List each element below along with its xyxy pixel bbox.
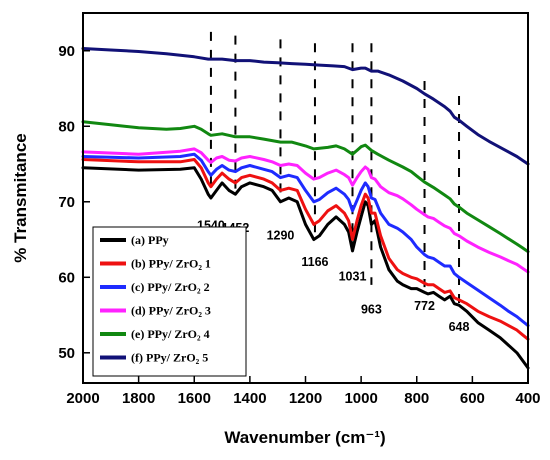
y-tick-label: 50 [58, 345, 75, 362]
x-tick-label: 1200 [289, 390, 322, 407]
y-tick-label: 80 [58, 118, 75, 135]
x-tick-label: 1800 [122, 390, 155, 407]
peak-label-1290: 1290 [267, 229, 295, 243]
series-line-e [81, 120, 530, 254]
legend-label-f: (f) PPy/ ZrO₂ 5 [131, 351, 208, 365]
series-line-d [81, 147, 530, 274]
peak-label-648: 648 [449, 320, 470, 334]
series-line-c [81, 152, 530, 328]
peak-markers [209, 31, 461, 304]
series-line-b [81, 158, 530, 341]
peak-label-772: 772 [414, 299, 435, 313]
legend-label-e: (e) PPy/ ZrO₂ 4 [131, 327, 210, 341]
legend: (a) PPy (b) PPy/ ZrO₂ 1 (c) PPy/ ZrO₂ 2 (d)… [92, 226, 247, 377]
axis-ticks: 2000 1800 1600 1400 1200 1000 800 600 400 50 60 70 8… [58, 43, 540, 407]
series-line-f [81, 47, 530, 166]
legend-label-b: (b) PPy/ ZrO₂ 1 [131, 257, 211, 271]
y-tick-label: 60 [58, 269, 75, 286]
x-tick-label: 2000 [66, 390, 99, 407]
x-axis-title: Wavenumber (cm⁻¹) [224, 428, 385, 447]
legend-label-a: (a) PPy [131, 233, 169, 247]
peak-label-1031: 1031 [339, 269, 367, 283]
series-line-a [81, 166, 530, 370]
y-tick-label: 70 [58, 194, 75, 211]
x-tick-label: 1400 [233, 390, 266, 407]
x-tick-label: 400 [515, 390, 540, 407]
series-lines [81, 47, 530, 370]
legend-box [92, 226, 247, 377]
legend-label-d: (d) PPy/ ZrO₂ 3 [131, 304, 211, 318]
y-tick-label: 90 [58, 43, 75, 60]
x-tick-label: 600 [460, 390, 485, 407]
x-tick-label: 1600 [178, 390, 211, 407]
peak-label-963: 963 [361, 303, 382, 317]
x-tick-label: 1000 [344, 390, 377, 407]
y-axis-title: % Transmitance [11, 133, 30, 262]
peak-label-1166: 1166 [301, 255, 328, 269]
x-tick-label: 800 [404, 390, 429, 407]
legend-label-c: (c) PPy/ ZrO₂ 2 [131, 280, 210, 294]
